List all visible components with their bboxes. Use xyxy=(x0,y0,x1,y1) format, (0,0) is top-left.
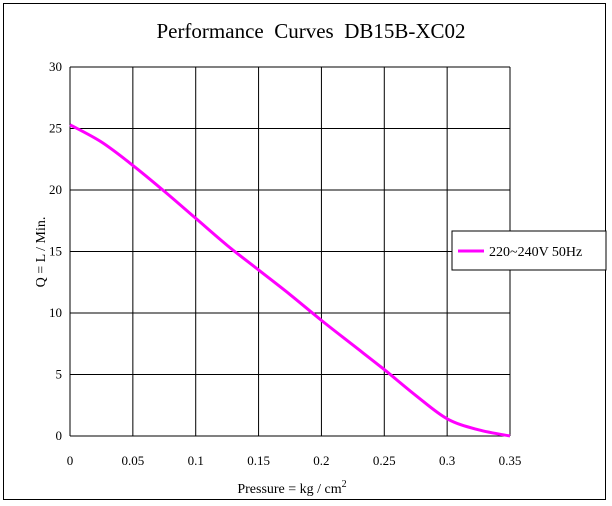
y-axis-label: Q = L / Min. xyxy=(34,217,49,288)
y-tick-labels: 0 5 10 15 20 25 30 xyxy=(49,59,62,443)
x-tick-label: 0.25 xyxy=(373,453,396,468)
y-tick-label: 5 xyxy=(56,367,63,382)
series-lines xyxy=(69,123,511,438)
chart-title: Performance Curves DB15B-XC02 xyxy=(156,19,465,43)
x-tick-label: 0.05 xyxy=(121,453,144,468)
series-line xyxy=(69,123,511,438)
grid-lines xyxy=(69,66,511,437)
x-axis-label-superscript: 2 xyxy=(342,479,347,490)
y-tick-label: 20 xyxy=(49,182,62,197)
legend: 220~240V 50Hz xyxy=(451,230,607,271)
x-tick-label: 0 xyxy=(67,453,74,468)
x-tick-label: 0.35 xyxy=(499,453,522,468)
x-tick-labels: 0 0.05 0.1 0.15 0.2 0.25 0.3 0.35 xyxy=(67,453,522,468)
y-tick-label: 0 xyxy=(56,428,63,443)
x-tick-label: 0.3 xyxy=(439,453,455,468)
y-tick-label: 25 xyxy=(49,121,62,136)
x-tick-label: 0.15 xyxy=(247,453,270,468)
x-axis-label-text: Pressure = kg / cm xyxy=(237,482,341,497)
x-tick-label: 0.1 xyxy=(188,453,204,468)
y-tick-label: 15 xyxy=(49,244,62,259)
legend-label: 220~240V 50Hz xyxy=(489,245,582,260)
y-tick-label: 30 xyxy=(49,59,62,74)
x-axis-label: Pressure = kg / cm2 xyxy=(237,479,346,497)
x-tick-label: 0.2 xyxy=(313,453,329,468)
y-tick-label: 10 xyxy=(49,305,62,320)
